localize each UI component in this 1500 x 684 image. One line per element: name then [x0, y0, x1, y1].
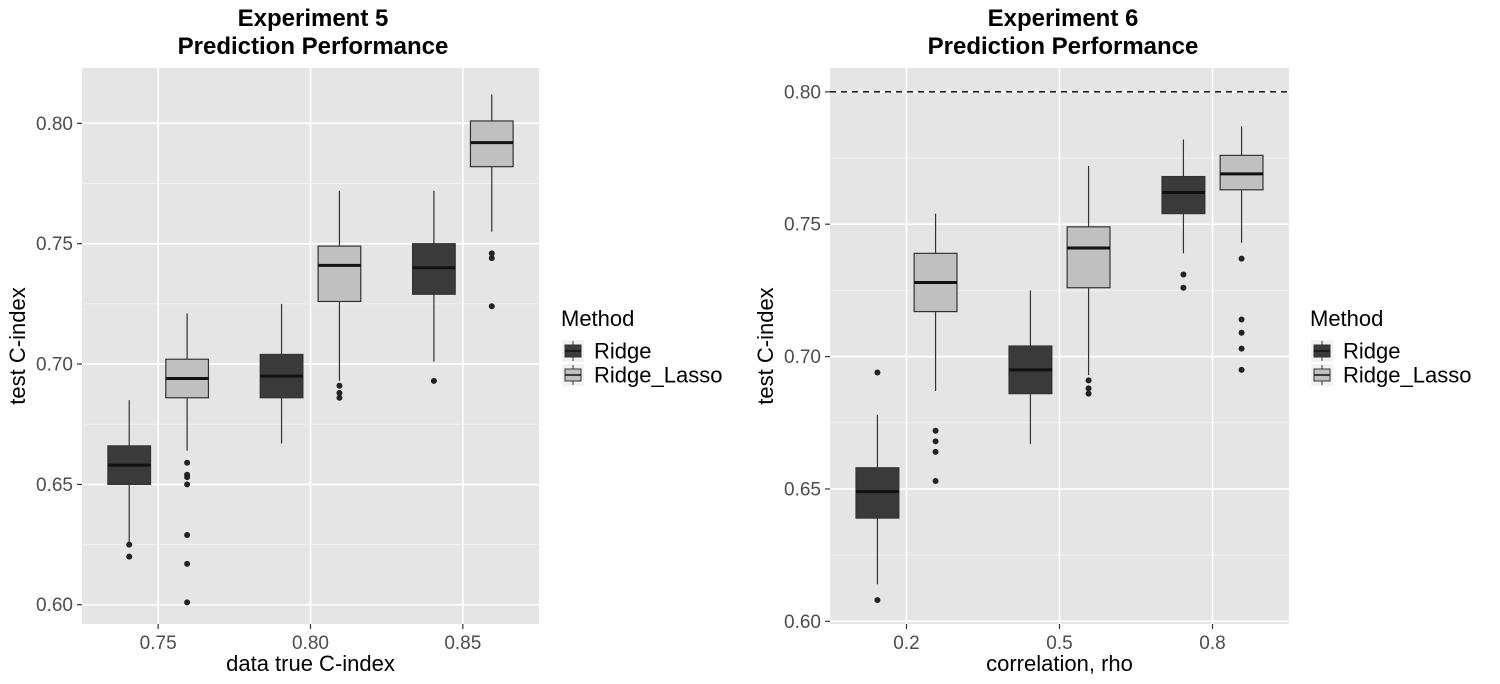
- chart-panel-1: 0.60 0.65 0.70 0.75 0.80 0.75 0.80 0.85 data tru…: [5, 5, 722, 676]
- y-tick-label: 0.70: [784, 347, 821, 368]
- y-tick-label: 0.75: [36, 234, 73, 255]
- legend-title: Method: [561, 306, 634, 331]
- outlier-point: [336, 394, 343, 401]
- outlier-point: [1180, 284, 1187, 291]
- outlier-point: [1180, 271, 1187, 278]
- box-ridge-2: [259, 303, 304, 444]
- box-ridge-lasso-1: [913, 213, 958, 485]
- box-ridge-3: [1161, 139, 1206, 291]
- chart-title-line: Experiment 6: [988, 5, 1139, 32]
- outlier-point: [1085, 377, 1092, 384]
- legend-label: Ridge_Lasso: [594, 363, 722, 388]
- outlier-point: [874, 369, 881, 376]
- outlier-point: [336, 389, 343, 396]
- chart-title: Experiment 5 Prediction Performance: [178, 5, 449, 60]
- y-tick-label: 0.65: [36, 475, 73, 496]
- outlier-point: [1085, 385, 1092, 392]
- chart-title-line: Prediction Performance: [928, 33, 1199, 60]
- x-tick-label: 0.85: [444, 633, 481, 654]
- y-tick-label: 0.80: [36, 114, 73, 135]
- y-tick-label: 0.70: [36, 355, 73, 376]
- outlier-point: [1238, 345, 1245, 352]
- box-ridge-lasso-3: [469, 94, 514, 310]
- x-tick-label: 0.80: [292, 633, 329, 654]
- x-tick-label: 0.5: [1046, 633, 1072, 654]
- box-body: [317, 245, 362, 303]
- chart-title-line: Prediction Performance: [178, 33, 449, 60]
- outlier-point: [126, 553, 133, 560]
- box-ridge-3: [411, 190, 456, 384]
- outlier-point: [184, 459, 191, 466]
- legend-label: Ridge_Lasso: [1343, 363, 1471, 388]
- outlier-point: [184, 474, 191, 481]
- y-tick-label: 0.65: [784, 479, 821, 500]
- outlier-point: [430, 377, 437, 384]
- outlier-point: [932, 448, 939, 455]
- legend-title: Method: [1310, 306, 1383, 331]
- chart-panel-2: 0.60 0.65 0.70 0.75 0.80 0.2 0.5 0.8 correlation…: [753, 5, 1471, 676]
- legend-key-1: [562, 340, 584, 362]
- outlier-point: [1238, 316, 1245, 323]
- y-tick-label: 0.75: [784, 215, 821, 236]
- box-ridge-lasso-3: [1219, 126, 1264, 373]
- legend-label: Ridge: [1343, 339, 1400, 364]
- outlier-point: [184, 531, 191, 538]
- legend-key-2: [1311, 364, 1333, 386]
- y-axis-title: test C-index: [753, 287, 778, 404]
- x-axis-title: data true C-index: [226, 651, 395, 676]
- y-tick-label: 0.60: [36, 595, 73, 616]
- box-ridge-lasso-2: [1066, 165, 1111, 397]
- outlier-point: [336, 382, 343, 389]
- chart-title: Experiment 6 Prediction Performance: [928, 5, 1199, 60]
- outlier-point: [184, 599, 191, 606]
- outlier-point: [184, 560, 191, 567]
- legend-label: Ridge: [594, 339, 651, 364]
- outlier-point: [184, 481, 191, 488]
- box-ridge-1: [855, 369, 900, 604]
- chart-title-line: Experiment 5: [238, 5, 389, 32]
- box-ridge-lasso-1: [165, 313, 210, 606]
- y-tick-label: 0.60: [784, 612, 821, 633]
- outlier-point: [1085, 390, 1092, 397]
- box-ridge-lasso-2: [317, 190, 362, 401]
- outlier-point: [488, 250, 495, 257]
- x-tick-label: 0.2: [893, 633, 919, 654]
- outlier-point: [1238, 255, 1245, 262]
- x-tick-label: 0.8: [1199, 633, 1225, 654]
- box-body: [1161, 175, 1206, 215]
- outlier-point: [1238, 366, 1245, 373]
- x-axis-title: correlation, rho: [986, 651, 1133, 676]
- y-tick-label: 0.80: [784, 82, 821, 103]
- box-ridge-2: [1008, 290, 1053, 444]
- outlier-point: [932, 478, 939, 485]
- outlier-point: [1238, 329, 1245, 336]
- outlier-point: [932, 438, 939, 445]
- y-axis-title: test C-index: [5, 287, 30, 404]
- outlier-point: [874, 597, 881, 604]
- outlier-point: [488, 255, 495, 262]
- outlier-point: [126, 541, 133, 548]
- outlier-point: [488, 303, 495, 310]
- box-body: [1066, 226, 1111, 289]
- legend-key-2: [562, 364, 584, 386]
- legend-key-1: [1311, 340, 1333, 362]
- box-ridge-1: [107, 400, 152, 560]
- outlier-point: [932, 427, 939, 434]
- x-tick-label: 0.75: [140, 633, 177, 654]
